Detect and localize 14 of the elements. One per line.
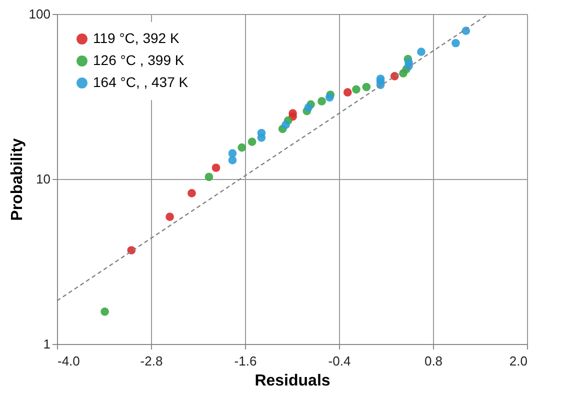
- legend-label: 126 °C , 399 K: [93, 52, 185, 68]
- x-tick-label: -1.6: [234, 354, 257, 368]
- x-tick-label: 2.0: [509, 354, 528, 368]
- x-tick-label: -4.0: [58, 354, 80, 368]
- legend-label: 164 °C, , 437 K: [93, 74, 189, 90]
- y-tick-label: 1: [43, 336, 50, 352]
- y-tick-label: 10: [36, 172, 50, 186]
- y-tick-label: 100: [28, 6, 50, 22]
- x-tick-label: -0.4: [328, 354, 351, 368]
- x-tick-label: 0.8: [424, 354, 443, 368]
- x-axis-title: Residuals: [254, 372, 330, 390]
- y-axis-title: Probability: [8, 138, 26, 221]
- legend-label: 119 °C, 392 K: [93, 30, 180, 46]
- x-tick-label: -2.8: [140, 354, 163, 368]
